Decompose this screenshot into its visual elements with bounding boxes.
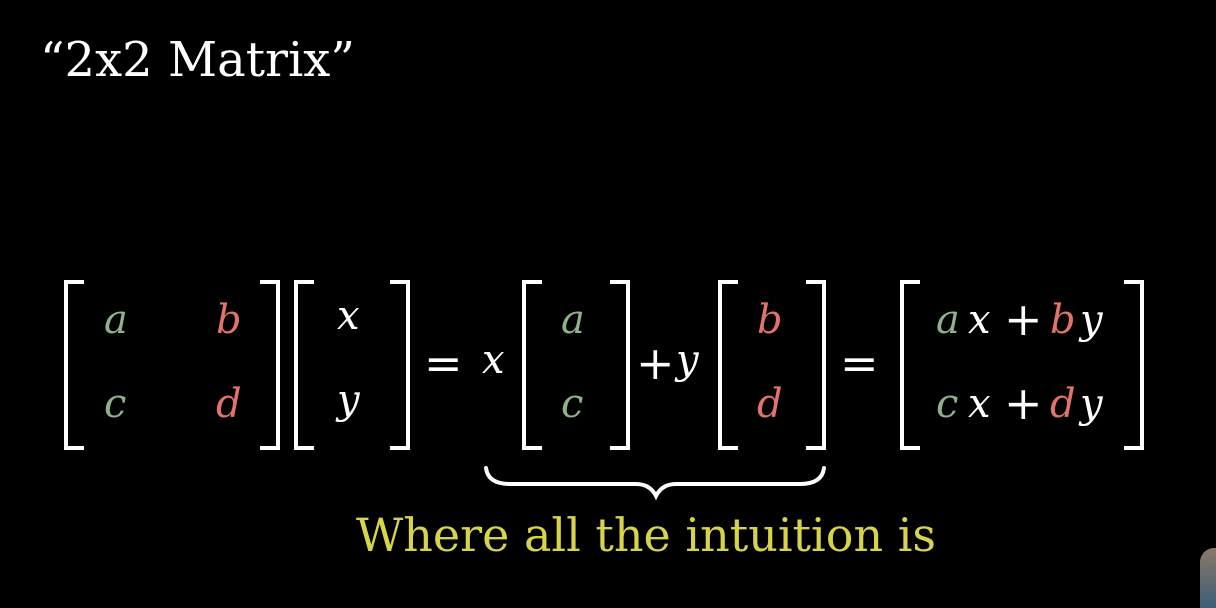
matrix-entry-c: c: [104, 381, 127, 427]
matrix-entry-a: a: [104, 297, 128, 343]
result-right-bracket: [1124, 280, 1144, 450]
matrix-right-bracket: [260, 280, 280, 450]
corner-avatar: [1200, 548, 1216, 608]
slide-title: “2x2 Matrix”: [40, 32, 355, 88]
col2-left-bracket: [718, 280, 738, 450]
scalar-y: y: [676, 337, 699, 383]
caption-text: Where all the intuition is: [356, 508, 937, 562]
col2-right-bracket: [806, 280, 826, 450]
plus-sign: +: [636, 336, 675, 390]
result-row2-d: d: [1050, 381, 1076, 427]
result-row1-plus: +: [1004, 292, 1043, 346]
matrix-entry-b: b: [216, 297, 242, 343]
result-row2-y: y: [1080, 381, 1103, 427]
underbrace: [484, 466, 826, 501]
bracket-layer: [64, 280, 1144, 501]
vector-left-bracket: [294, 280, 314, 450]
result-row1-x: x: [968, 297, 991, 343]
vector-entry-y: y: [337, 377, 360, 423]
matrix-entry-d: d: [216, 381, 242, 427]
matrix-left-bracket: [64, 280, 84, 450]
result-row1-a: a: [936, 297, 960, 343]
result-left-bracket: [900, 280, 920, 450]
col1-left-bracket: [522, 280, 542, 450]
result-row1-b: b: [1050, 297, 1076, 343]
result-row2-x: x: [968, 381, 991, 427]
col1-entry-a: a: [561, 297, 585, 343]
scalar-x: x: [482, 337, 505, 383]
col1-entry-c: c: [561, 381, 584, 427]
vector-right-bracket: [390, 280, 410, 450]
math-slide: “2x2 Matrix” a b c d x y = x a: [40, 32, 1216, 608]
result-row1-y: y: [1080, 297, 1103, 343]
result-row2-c: c: [936, 381, 959, 427]
equals-sign-2: =: [840, 336, 879, 390]
result-row2-plus: +: [1004, 376, 1043, 430]
vector-entry-x: x: [337, 293, 360, 339]
col1-right-bracket: [610, 280, 630, 450]
col2-entry-d: d: [757, 381, 783, 427]
equals-sign-1: =: [424, 336, 463, 390]
col2-entry-b: b: [757, 297, 783, 343]
